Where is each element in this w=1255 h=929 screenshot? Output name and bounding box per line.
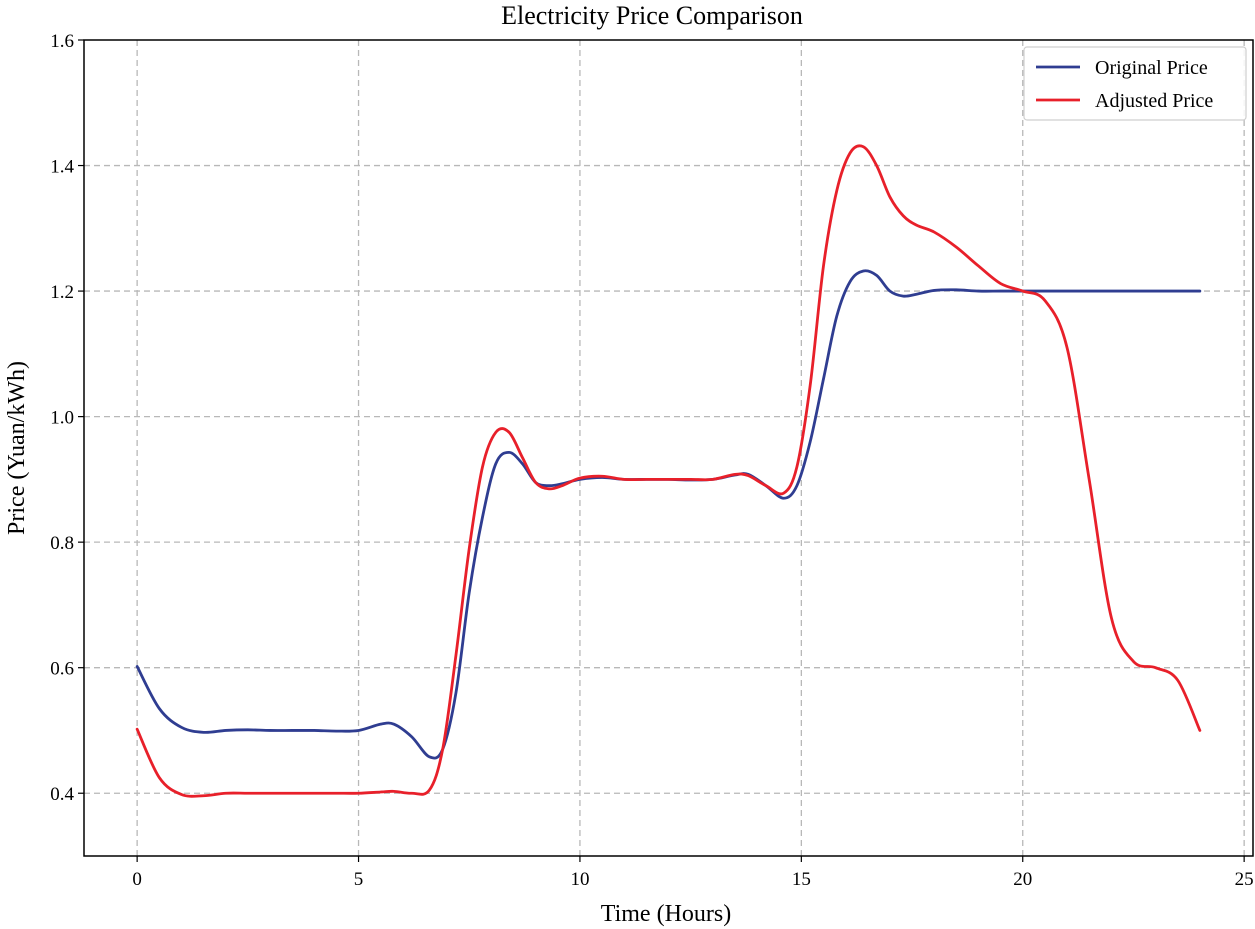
x-tick-label: 25 <box>1235 869 1254 890</box>
y-tick-label: 0.4 <box>50 784 74 805</box>
x-tick-label: 5 <box>354 869 364 890</box>
x-tick-label: 20 <box>1013 869 1032 890</box>
series-line-original-price <box>135 269 1202 760</box>
grid-lines <box>84 40 1253 856</box>
series-lines <box>135 144 1202 798</box>
chart-title: Electricity Price Comparison <box>501 1 803 30</box>
x-tick-label: 0 <box>132 869 142 890</box>
y-tick-label: 0.6 <box>50 659 74 680</box>
series-line-adjusted-price <box>135 144 1202 798</box>
x-axis-title: Time (Hours) <box>601 901 731 927</box>
y-tick-label: 1.2 <box>50 282 74 303</box>
y-tick-label: 1.4 <box>50 157 74 178</box>
legend-box <box>1023 46 1247 121</box>
legend-label-adjusted-price: Adjusted Price <box>1095 90 1213 112</box>
x-tick-label: 10 <box>570 869 589 890</box>
legend: Original Price Adjusted Price <box>1023 46 1247 121</box>
legend-label-original-price: Original Price <box>1095 57 1208 79</box>
y-axis-title: Price (Yuan/kWh) <box>4 361 30 535</box>
plot-frame <box>83 39 1254 857</box>
y-tick-label: 1.6 <box>50 31 74 52</box>
y-tick-label: 1.0 <box>50 408 74 429</box>
x-tick-label: 15 <box>792 869 811 890</box>
y-tick-label: 0.8 <box>50 533 74 554</box>
axis-ticks: 0 5 10 15 20 25 0.4 0.6 0.8 1.0 1.2 1.4 1.6 <box>50 31 1253 890</box>
